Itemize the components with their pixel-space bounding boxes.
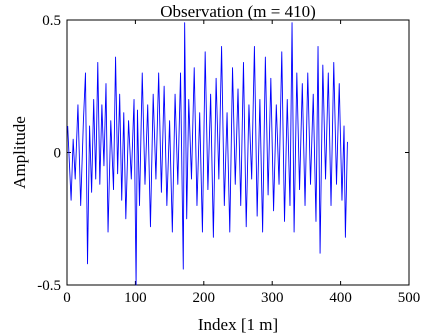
x-tick-label-4: 400	[329, 290, 352, 306]
series-layer	[67, 22, 348, 286]
x-tick-label-5: 500	[398, 290, 421, 306]
x-tick-label-1: 100	[124, 290, 147, 306]
y-tick-label-1: 0	[54, 146, 62, 162]
x-axis-label: Index [1 m]	[198, 315, 278, 334]
chart-title: Observation (m = 410)	[160, 2, 315, 21]
tick-labels: 0 100 200 300 400 500-0.500.5	[37, 13, 420, 306]
series-line-0	[67, 22, 348, 286]
y-tick-label-2: 0.5	[42, 13, 61, 29]
x-tick-label-0: 0	[63, 290, 71, 306]
x-tick-label-2: 200	[193, 290, 216, 306]
y-tick-label-0: -0.5	[37, 278, 61, 294]
x-tick-label-3: 300	[261, 290, 284, 306]
y-axis-label: Amplitude	[10, 116, 29, 189]
axis-ticks	[66, 19, 410, 286]
plot-area	[66, 19, 410, 286]
